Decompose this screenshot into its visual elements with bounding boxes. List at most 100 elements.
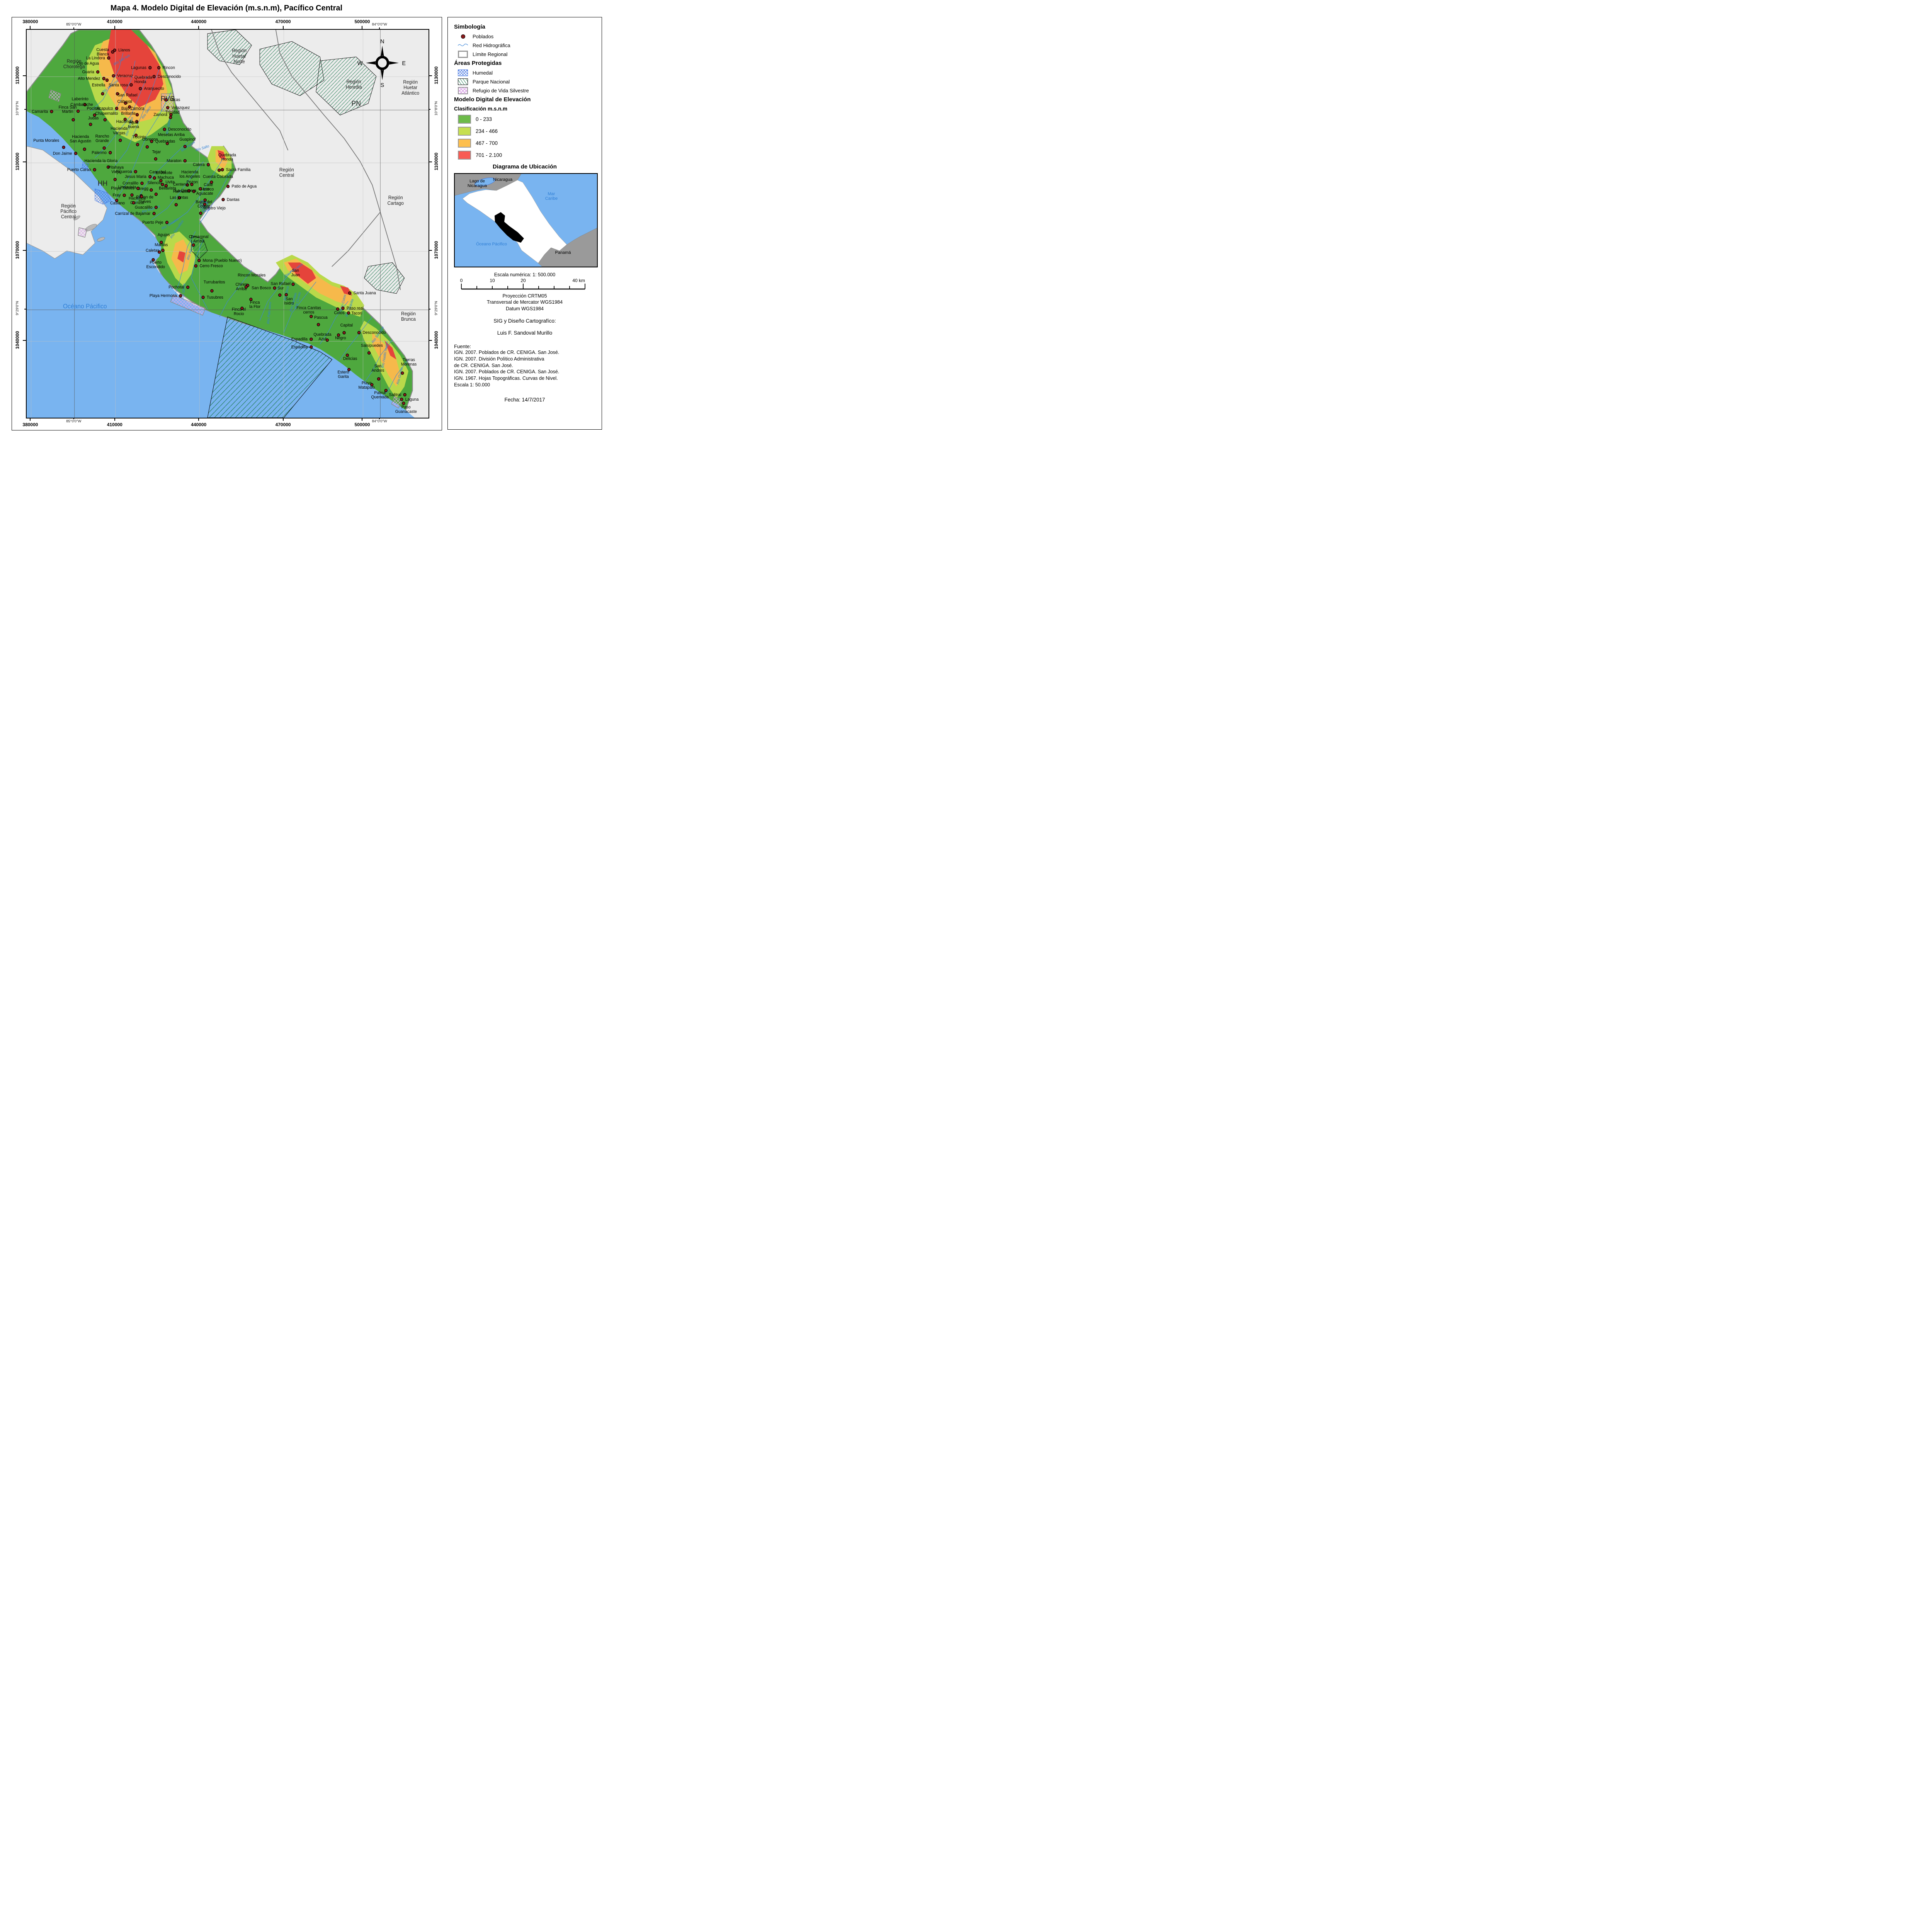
map-place: Finca el Rocio: [232, 306, 246, 316]
river-label: Río Gloria: [181, 283, 186, 299]
place-dot: [124, 101, 128, 105]
place-dot: [400, 398, 403, 401]
axis-label-right: 1130000: [434, 66, 439, 85]
place-label: Palma Quemada: [371, 391, 389, 400]
axis-tick: [114, 26, 115, 29]
map-place: Corralillo: [122, 181, 144, 186]
map-place: Puerto Escondido: [146, 258, 165, 269]
region-label: RVS: [161, 95, 175, 102]
place-dot: [113, 48, 116, 52]
place-label: La Quesera: [175, 188, 196, 193]
place-label: Quebrada Azul: [313, 332, 331, 342]
place-label: Jesus Maria: [125, 174, 146, 179]
map-place: Quebrada Honda: [218, 153, 236, 172]
scale-label: 20: [520, 278, 526, 283]
place-label: Penon de Tivives: [136, 195, 154, 204]
map-place: Uvita: [164, 180, 175, 187]
inset-label: Panamá: [555, 250, 571, 255]
place-label: Uvita: [165, 180, 175, 184]
map-place: Tusubres: [201, 295, 223, 300]
place-label: Desconocido: [168, 127, 191, 132]
place-label: Palermo: [92, 150, 107, 155]
map-place: Playa Hermosa: [150, 294, 182, 298]
place-dot: [273, 286, 276, 290]
place-dot: [284, 293, 288, 297]
inset-map: Lago de Nicaragua Nicaragua Mar Caribe Óceano…: [454, 173, 598, 267]
place-dot: [106, 165, 110, 169]
axis-label-right: 1070000: [434, 241, 439, 259]
place-dot: [190, 183, 194, 186]
inset-title: Diagrama de Ubicación: [493, 163, 557, 170]
place-dot: [135, 120, 139, 124]
place-dot: [179, 294, 182, 298]
map-place: Cascabel: [149, 170, 166, 180]
place-label: Llanos: [118, 48, 130, 53]
map-place: El Jocote: [156, 170, 172, 182]
axis-tick: [73, 418, 74, 419]
place-dot: [105, 78, 109, 82]
map-place: Judas: [88, 116, 99, 126]
map-place: Lindavista: [118, 185, 136, 197]
map-place: Bellavista: [154, 186, 176, 196]
map-place: Santa rosa: [109, 83, 128, 96]
map-place: Desconocido: [163, 127, 191, 132]
place-dot: [357, 331, 361, 335]
place-label: San Andres: [371, 364, 384, 373]
place-dot: [244, 285, 248, 289]
elevation-class-swatch: [458, 127, 471, 136]
map-place: Hacienda: [116, 119, 139, 124]
place-dot: [221, 198, 225, 201]
map-sheet: Mapa 4. Modelo Digital de Elevación (m.s…: [0, 0, 613, 434]
axis-tick: [23, 250, 26, 251]
compass-s: S: [381, 82, 384, 88]
place-label: Rastro Viejo: [204, 206, 226, 211]
place-dot: [130, 193, 134, 197]
axis-tick: [379, 27, 380, 29]
place-dot: [107, 56, 111, 60]
map-place: Turrubaritos: [204, 280, 225, 293]
place-label: San Rafael Sur: [271, 281, 291, 291]
map-place: Camaronal Arriba: [189, 235, 209, 247]
elevation-class-label: 0 - 233: [476, 116, 492, 122]
river-line-icon: [458, 42, 468, 48]
axis-tick: [24, 109, 26, 110]
place-label: Silencio: [148, 180, 162, 185]
place-dot: [345, 354, 349, 357]
place-label: Guacalillo: [135, 205, 153, 210]
place-dot: [112, 74, 115, 78]
compass-rose: N S W E: [357, 39, 406, 88]
axis-label-right: 9°29'0"N: [434, 301, 439, 315]
place-dot: [103, 118, 107, 122]
place-label: Ramadas: [173, 189, 190, 194]
map-place: Machuca: [158, 175, 174, 186]
map-place: Alto Mendez: [78, 76, 105, 81]
map-place: Bajos del Coyote: [196, 200, 212, 215]
place-label: Santa Juana: [354, 291, 376, 296]
place-dot: [158, 250, 161, 254]
map-place: Punta Morales: [33, 138, 65, 149]
place-dot: [221, 168, 224, 172]
legend-label: Parque Nacional: [473, 78, 510, 85]
scale-bar: 0 10 20 40 km: [460, 278, 585, 290]
place-dot: [341, 306, 345, 310]
place-label: Fray: [113, 193, 121, 198]
axis-tick: [73, 27, 74, 29]
axis-tick: [379, 418, 380, 419]
legend-label: Red Hidrográfica: [473, 42, 510, 48]
place-dot: [218, 168, 221, 172]
projection-line: Datum WGS1984: [506, 306, 544, 311]
place-label: Pochotal: [168, 285, 184, 289]
inset-lake: [474, 177, 495, 187]
place-dot: [310, 337, 313, 341]
map-place: Cerro Aguacate: [196, 187, 213, 196]
map-frame: 380000 85°0'0"W 410000 440000 470000 500000 84…: [12, 17, 442, 430]
map-place: Velazquez: [166, 105, 190, 110]
map-place: Delicias: [343, 354, 357, 361]
place-dot: [154, 192, 158, 196]
place-dot: [165, 221, 169, 224]
place-dot: [129, 83, 133, 87]
place-label: Pocitos: [87, 106, 100, 111]
place-label: Veracruz: [117, 73, 133, 78]
place-dot: [62, 145, 65, 149]
